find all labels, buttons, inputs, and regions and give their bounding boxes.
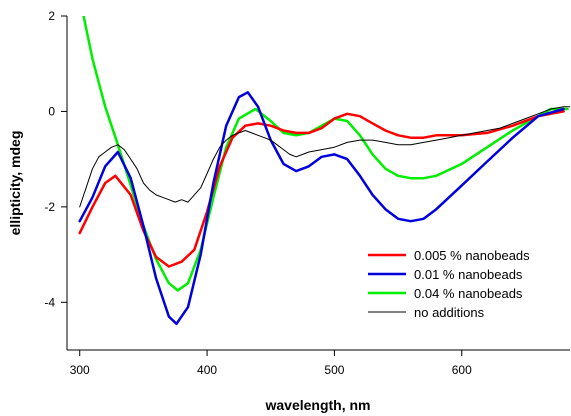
y-tick-label--2: -2 bbox=[44, 200, 55, 214]
y-tick-label--4: -4 bbox=[44, 295, 55, 309]
legend-label-3: no additions bbox=[414, 305, 485, 320]
axes-layer: 300 400 500 600 -4 -2 0 2 bbox=[44, 9, 570, 377]
y-axis-title: ellipticity, mdeg bbox=[7, 131, 23, 236]
series-line-0-005-nanobeads bbox=[78, 110, 565, 268]
series-line-0-01-nanobeads bbox=[78, 91, 565, 326]
y-tick-label-0: 0 bbox=[48, 104, 55, 118]
x-axis-title: wavelength, nm bbox=[264, 397, 370, 413]
legend-label-2: 0.04 % nanobeads bbox=[414, 286, 523, 301]
series-line-no-additions bbox=[79, 106, 570, 208]
legend-label-0: 0.005 % nanobeads bbox=[414, 248, 530, 263]
legend: 0.005 % nanobeads 0.01 % nanobeads 0.04 % … bbox=[368, 248, 530, 320]
series-layer bbox=[78, 16, 570, 326]
y-tick-label-2: 2 bbox=[48, 9, 55, 23]
x-tick-label-600: 600 bbox=[452, 363, 472, 377]
legend-label-1: 0.01 % nanobeads bbox=[414, 267, 523, 282]
x-tick-label-500: 500 bbox=[324, 363, 344, 377]
x-tick-label-300: 300 bbox=[70, 363, 90, 377]
x-tick-label-400: 400 bbox=[197, 363, 217, 377]
